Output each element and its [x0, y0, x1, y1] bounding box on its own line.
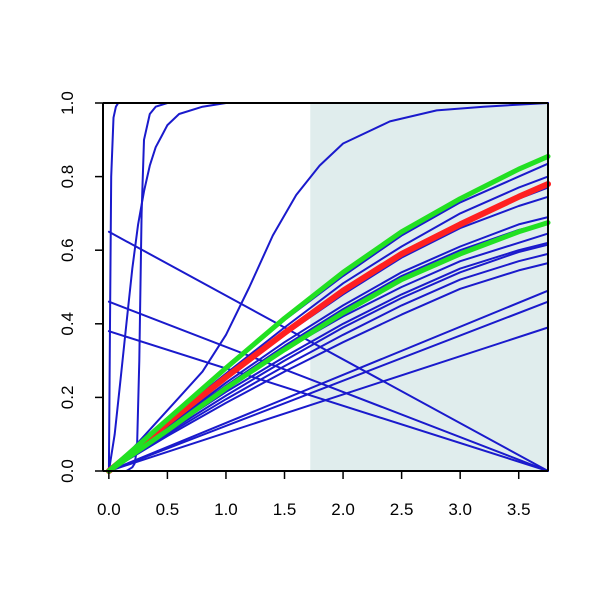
series-line-blue-12: [107, 216, 549, 472]
series-line-blue-4: [107, 102, 549, 472]
y-tick-label: 0.8: [58, 165, 77, 189]
series-line-red-22: [105, 181, 551, 474]
series-line-green-23: [106, 153, 551, 474]
y-tick-label: 0.4: [58, 312, 77, 336]
x-tick-label: 0.0: [97, 500, 121, 519]
x-tick-label: 2.5: [390, 500, 414, 519]
x-tick-label: 1.5: [273, 500, 297, 519]
series-line-blue-15: [107, 262, 549, 472]
series-line-blue-5: [107, 230, 549, 472]
x-tick-label: 3.0: [448, 500, 472, 519]
axis-layer: 0.0 0.5 1.0 1.5 2.0 2.5 3.0 3.5 0.0 0.2 0.4 0.6 0.8 1…: [58, 91, 549, 519]
series-layer: [105, 102, 551, 474]
series-line-blue-14: [107, 252, 549, 472]
series-line-blue-19: [107, 243, 549, 472]
y-tick-label: 1.0: [58, 91, 77, 115]
y-tick-label: 0.2: [58, 386, 77, 410]
series-line-blue-10: [107, 289, 549, 472]
y-tick-label: 0.6: [58, 238, 77, 262]
series-line-blue-7: [107, 330, 549, 472]
series-line-green-24: [106, 220, 551, 474]
series-line-blue-2: [107, 102, 549, 472]
x-tick-label: 2.0: [331, 500, 355, 519]
x-tick-label: 3.5: [507, 500, 531, 519]
y-tick-label: 0.0: [58, 459, 77, 483]
series-line-blue-9: [107, 300, 549, 472]
x-tick-label: 1.0: [214, 500, 238, 519]
x-tick-label: 0.5: [156, 500, 180, 519]
series-line-blue-8: [107, 326, 549, 472]
